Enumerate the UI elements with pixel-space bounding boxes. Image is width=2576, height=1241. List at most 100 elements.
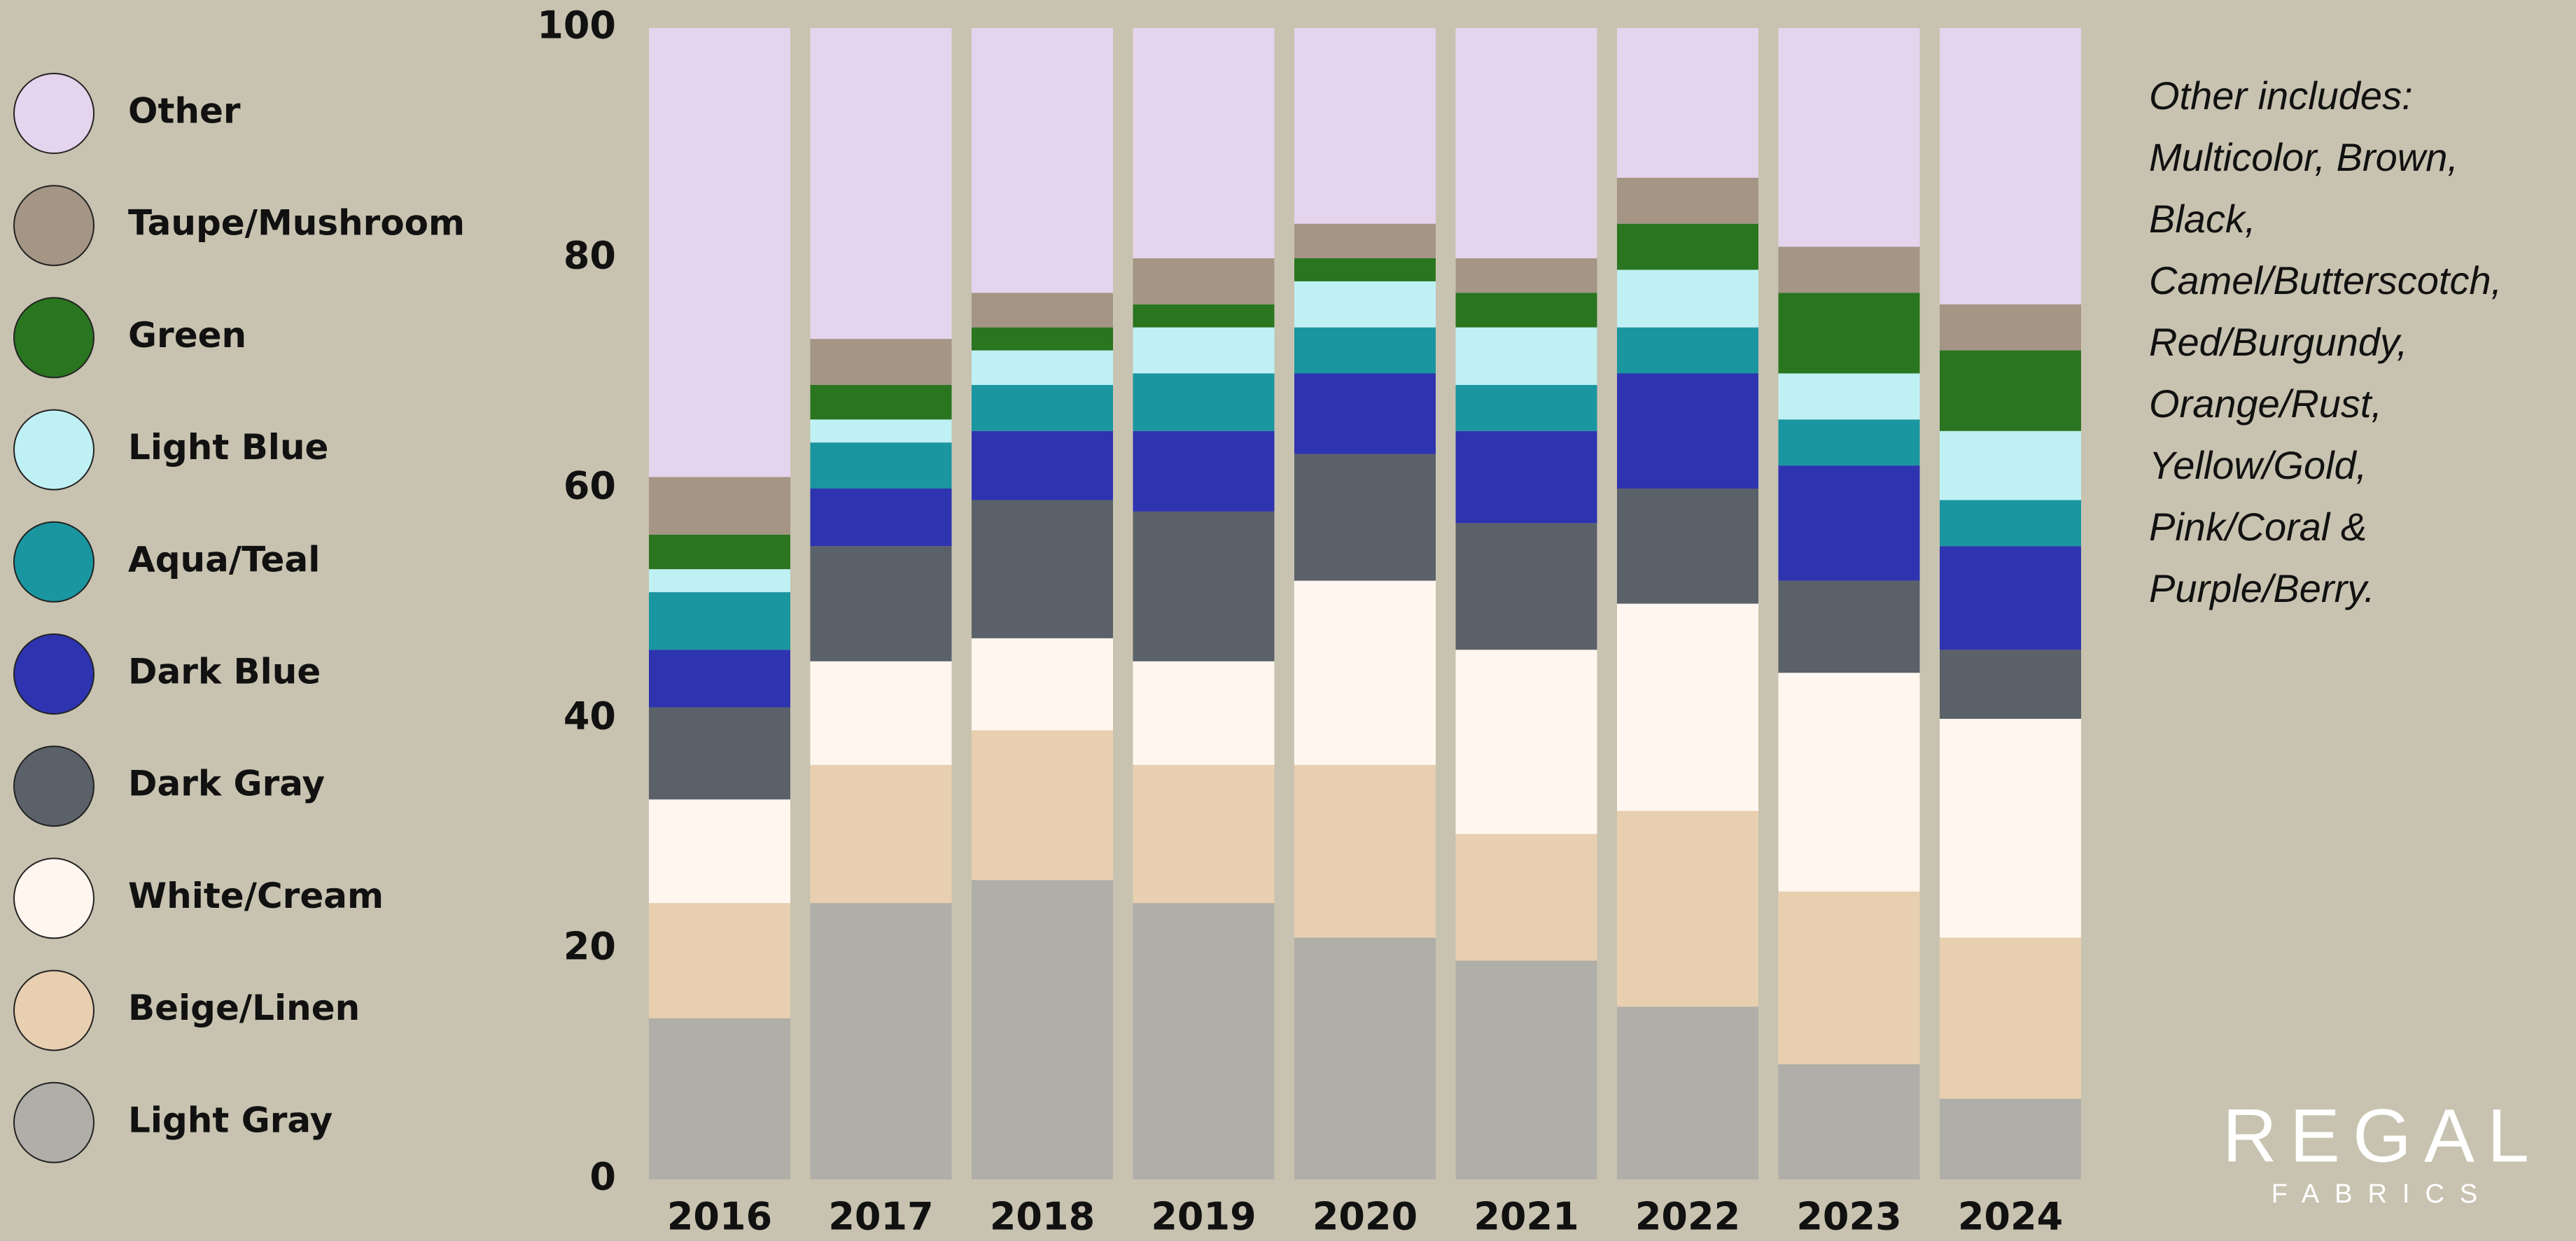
bar-segment (649, 707, 790, 800)
bar-segment (649, 28, 790, 477)
bar-segment (1940, 350, 2081, 431)
bar-segment (1778, 373, 1920, 420)
x-tick-label: 2017 (828, 1195, 933, 1239)
logo-tagline: FABRICS (2272, 1179, 2493, 1209)
bar-segment (649, 1018, 790, 1179)
bar-segment (1455, 650, 1597, 834)
y-tick-label: 80 (564, 234, 616, 278)
y-tick-label: 40 (564, 694, 616, 738)
annotation-line: Yellow/Gold, (2149, 443, 2367, 487)
bar-segment (1455, 430, 1597, 524)
x-tick-label: 2018 (990, 1195, 1095, 1239)
bar-segment (972, 730, 1113, 881)
bar-segment (1940, 500, 2081, 547)
legend-swatch (13, 633, 94, 715)
bar-segment (810, 442, 952, 489)
bar-segment (649, 569, 790, 593)
legend-label: Beige/Linen (128, 988, 360, 1028)
bar-segment (1778, 419, 1920, 466)
bar-segment (1133, 304, 1275, 328)
bar-segment (1778, 246, 1920, 293)
bar-segment (1133, 511, 1275, 661)
legend-swatch (13, 409, 94, 491)
bar-segment (1778, 293, 1920, 374)
annotation-line: Pink/Coral & (2149, 505, 2367, 549)
x-tick-label: 2021 (1474, 1195, 1578, 1239)
bar-segment (649, 903, 790, 1018)
legend-label: Dark Gray (128, 764, 325, 804)
bar-segment (1940, 430, 2081, 500)
x-tick-label: 2022 (1635, 1195, 1740, 1239)
bar-segment (1455, 28, 1597, 258)
bar-segment (649, 534, 790, 570)
bar-segment (972, 28, 1113, 293)
bar-segment (972, 430, 1113, 500)
legend-swatch (13, 521, 94, 603)
bar-segment (1455, 834, 1597, 961)
bar-segment (1617, 603, 1758, 811)
bar-segment (1455, 258, 1597, 293)
bar-segment (1294, 454, 1436, 581)
bar-segment (810, 28, 952, 339)
annotation-line: Other includes: (2149, 73, 2413, 118)
y-tick-label: 100 (537, 3, 616, 48)
bar-segment (1294, 373, 1436, 454)
bar-segment (1617, 811, 1758, 1007)
bar-segment (1294, 937, 1436, 1179)
y-tick-label: 0 (589, 1155, 616, 1199)
bar-segment (1133, 903, 1275, 1179)
bar-segment (1778, 891, 1920, 1065)
legend-label: White/Cream (128, 876, 384, 916)
bar-segment (649, 799, 790, 904)
x-tick-label: 2023 (1796, 1195, 1901, 1239)
bar-segment (1133, 258, 1275, 304)
bar-segment (1940, 304, 2081, 351)
bar-segment (1617, 223, 1758, 270)
legend-label: Other (128, 91, 241, 132)
bar-segment (1294, 281, 1436, 328)
legend-swatch (13, 857, 94, 939)
legend-swatch (13, 185, 94, 267)
bar-segment (1294, 580, 1436, 765)
bar-segment (1778, 580, 1920, 673)
bar-segment (810, 489, 952, 547)
bar-segment (810, 419, 952, 443)
bar-segment (810, 764, 952, 904)
bar-segment (1455, 327, 1597, 385)
annotation-line: Purple/Berry. (2149, 566, 2375, 610)
annotation-line: Black, (2149, 197, 2256, 241)
y-tick-label: 20 (564, 925, 616, 969)
bar-segment (1133, 430, 1275, 512)
bar-segment (649, 592, 790, 650)
annotation-line: Multicolor, Brown, (2149, 135, 2458, 179)
bar-segment (649, 477, 790, 535)
bar-segment (1294, 327, 1436, 374)
bar-segment (1294, 28, 1436, 224)
bar-segment (1133, 764, 1275, 904)
bar-segment (1940, 546, 2081, 650)
bar-segment (1617, 1007, 1758, 1179)
bar-segment (1778, 28, 1920, 247)
legend-swatch (13, 73, 94, 154)
bar-segment (972, 638, 1113, 731)
bar-segment (1940, 28, 2081, 304)
bar-segment (810, 546, 952, 661)
legend-label: Aqua/Teal (128, 539, 320, 580)
bar-segment (810, 384, 952, 420)
legend-label: Dark Blue (128, 652, 321, 692)
bar-segment (1617, 177, 1758, 224)
legend-swatch (13, 969, 94, 1051)
bar-segment (1294, 764, 1436, 938)
legend-label: Green (128, 315, 246, 356)
legend-label: Light Gray (128, 1100, 332, 1140)
y-tick-label: 60 (564, 464, 616, 508)
logo-name: REGAL (2222, 1093, 2542, 1178)
legend-swatch (13, 745, 94, 827)
x-tick-label: 2020 (1312, 1195, 1418, 1239)
annotation-line: Orange/Rust, (2149, 381, 2382, 426)
bar-segment (1294, 258, 1436, 281)
annotation-line: Camel/Butterscotch, (2149, 258, 2502, 302)
legend-label: Taupe/Mushroom (128, 203, 465, 244)
bar-segment (1133, 28, 1275, 258)
